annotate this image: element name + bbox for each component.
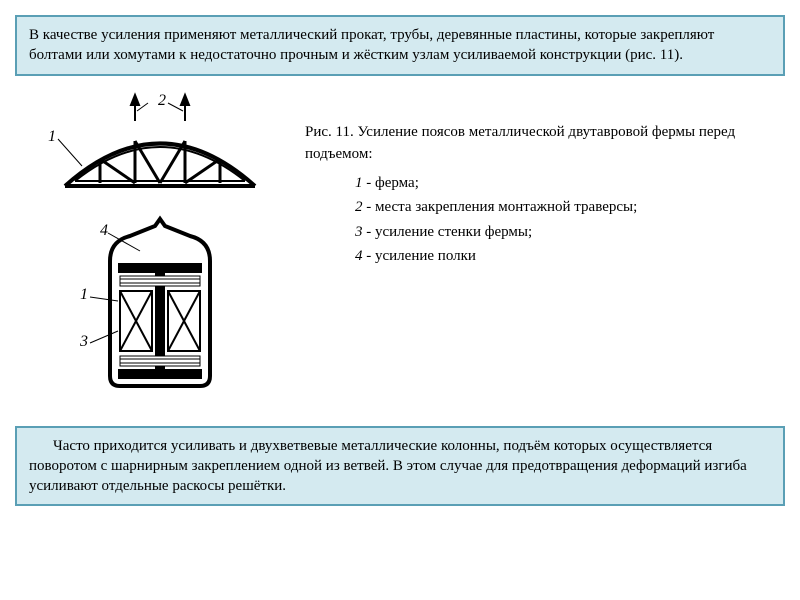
legend-item: 3 - усиление стенки фермы; [355, 221, 785, 244]
caption-title: Рис. 11. Усиление поясов металлической д… [305, 121, 785, 166]
legend-text: - усиление полки [363, 248, 476, 264]
top-info-box: В качестве усиления применяют металличес… [15, 15, 785, 76]
label-1-bottom: 1 [80, 286, 88, 303]
legend-text: - места закрепления монтажной траверсы; [363, 199, 638, 215]
label-3: 3 [79, 333, 88, 350]
truss-diagram: 2 1 [40, 91, 280, 201]
bottom-info-box: Часто приходится усиливать и двухветвевы… [15, 426, 785, 507]
label-2-top: 2 [158, 92, 166, 109]
caption-prefix: Рис. 11. [305, 124, 357, 140]
legend-num: 4 [355, 248, 363, 264]
label-4: 4 [100, 222, 108, 239]
figure-section: 2 1 [35, 91, 785, 401]
legend-num: 1 [355, 175, 363, 191]
ibeam-diagram: 4 1 3 [70, 211, 250, 401]
legend-num: 2 [355, 199, 363, 215]
figure-caption: Рис. 11. Усиление поясов металлической д… [305, 91, 785, 401]
legend-list: 1 - ферма; 2 - места закрепления монтажн… [305, 172, 785, 268]
legend-item: 2 - места закрепления монтажной траверсы… [355, 196, 785, 219]
bottom-box-text: Часто приходится усиливать и двухветвевы… [29, 436, 771, 497]
diagram-container: 2 1 [35, 91, 285, 401]
legend-text: - ферма; [363, 175, 419, 191]
caption-main: Усиление поясов металлической двутаврово… [305, 124, 735, 163]
legend-item: 4 - усиление полки [355, 245, 785, 268]
label-1-top: 1 [48, 128, 56, 145]
legend-num: 3 [355, 224, 363, 240]
legend-item: 1 - ферма; [355, 172, 785, 195]
top-box-text: В качестве усиления применяют металличес… [29, 27, 714, 63]
legend-text: - усиление стенки фермы; [363, 224, 533, 240]
